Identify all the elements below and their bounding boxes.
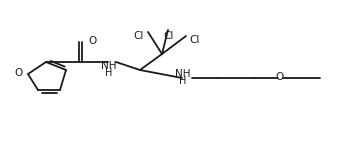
Text: H: H [179, 76, 187, 86]
Text: Cl: Cl [190, 35, 200, 45]
Text: Cl: Cl [134, 31, 144, 41]
Text: O: O [88, 36, 96, 46]
Text: NH: NH [101, 61, 117, 71]
Text: NH: NH [175, 69, 191, 79]
Text: O: O [275, 72, 283, 82]
Text: H: H [105, 68, 113, 78]
Text: O: O [15, 68, 23, 78]
Text: Cl: Cl [164, 31, 174, 41]
